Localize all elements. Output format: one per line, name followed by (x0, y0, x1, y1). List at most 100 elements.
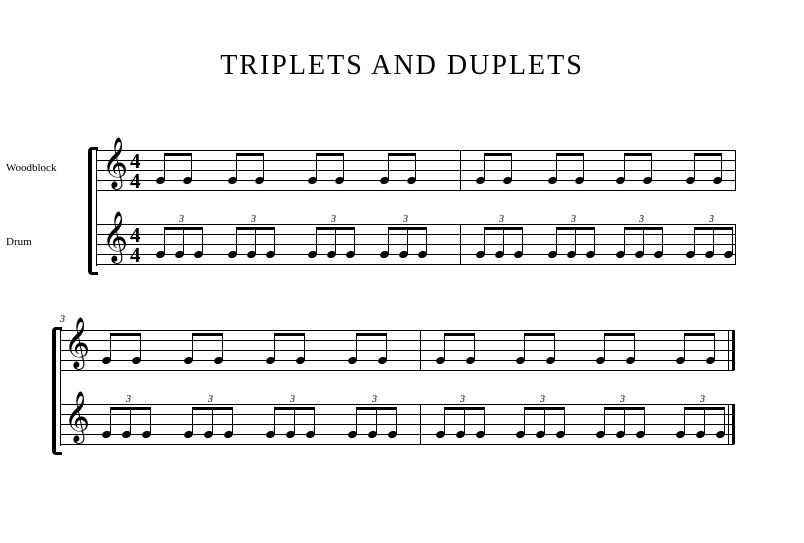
stem (192, 407, 193, 434)
staff-line (60, 350, 734, 351)
stem (604, 333, 605, 360)
stem (604, 407, 605, 434)
stem (164, 227, 165, 254)
beam (164, 153, 192, 156)
beam (524, 333, 555, 336)
stem (192, 333, 193, 360)
staff-line (96, 170, 736, 171)
stem (236, 153, 237, 180)
stem (415, 153, 416, 180)
triplet-number: 3 (639, 214, 644, 225)
stem (575, 227, 576, 254)
stem (484, 227, 485, 254)
barline (460, 224, 461, 264)
stem (704, 407, 705, 434)
beam (388, 153, 416, 156)
staff-line (60, 444, 734, 445)
stem (721, 153, 722, 180)
staff-line (96, 264, 736, 265)
staff-line (60, 340, 734, 341)
stem (524, 333, 525, 360)
barline (420, 404, 421, 444)
staff-line (60, 404, 734, 405)
stem (343, 153, 344, 180)
triplet-number: 3 (709, 214, 714, 225)
stem (594, 227, 595, 254)
time-signature-bottom: 4 (130, 171, 141, 192)
beam (316, 153, 344, 156)
final-barline-thin (728, 330, 729, 370)
treble-clef: 𝄞 (64, 321, 90, 365)
triplet-number: 3 (499, 214, 504, 225)
staff-line (96, 160, 736, 161)
staff-line (96, 244, 736, 245)
triplet-number: 3 (208, 394, 213, 405)
triplet-number: 3 (700, 394, 705, 405)
stem (511, 153, 512, 180)
staff-line (96, 150, 736, 151)
stem (150, 407, 151, 434)
beam (556, 153, 584, 156)
system-barline-left (96, 150, 97, 266)
stem (544, 407, 545, 434)
final-barline-thick (732, 330, 735, 370)
triplet-number: 3 (179, 214, 184, 225)
stem (522, 227, 523, 254)
beam (274, 333, 305, 336)
stem (634, 333, 635, 360)
stem (644, 407, 645, 434)
stem (484, 153, 485, 180)
stem (274, 407, 275, 434)
stem (624, 227, 625, 254)
stem (564, 407, 565, 434)
stem (314, 407, 315, 434)
stem (662, 227, 663, 254)
triplet-number: 3 (290, 394, 295, 405)
stem (316, 227, 317, 254)
stem (356, 333, 357, 360)
stem (554, 333, 555, 360)
stem (335, 227, 336, 254)
triplet-number: 3 (540, 394, 545, 405)
stem (624, 407, 625, 434)
triplet-number: 3 (571, 214, 576, 225)
stem (694, 227, 695, 254)
system-barline-left (60, 330, 61, 446)
instrument-label: Woodblock (6, 162, 56, 174)
stem (110, 333, 111, 360)
final-barline-thin (728, 404, 729, 444)
treble-clef: 𝄞 (64, 395, 90, 439)
stem (304, 333, 305, 360)
beam (356, 333, 387, 336)
stem (583, 153, 584, 180)
triplet-number: 3 (620, 394, 625, 405)
triplet-number: 3 (331, 214, 336, 225)
beam (110, 333, 141, 336)
stem (316, 153, 317, 180)
stem (376, 407, 377, 434)
stem (444, 407, 445, 434)
stem (212, 407, 213, 434)
beam (684, 333, 715, 336)
stem (274, 333, 275, 360)
stem (255, 227, 256, 254)
stem (183, 227, 184, 254)
triplet-number: 3 (403, 214, 408, 225)
stem (684, 407, 685, 434)
barline (735, 150, 736, 190)
stem (356, 407, 357, 434)
stem (388, 153, 389, 180)
final-barline-thick (732, 404, 735, 444)
beam (484, 153, 512, 156)
beam (444, 333, 475, 336)
stem (643, 227, 644, 254)
stem (354, 227, 355, 254)
staff-line (96, 234, 736, 235)
stem (684, 333, 685, 360)
stem (236, 227, 237, 254)
beam (624, 153, 652, 156)
treble-clef: 𝄞 (102, 215, 128, 259)
stem (484, 407, 485, 434)
stem (202, 227, 203, 254)
stem (694, 153, 695, 180)
